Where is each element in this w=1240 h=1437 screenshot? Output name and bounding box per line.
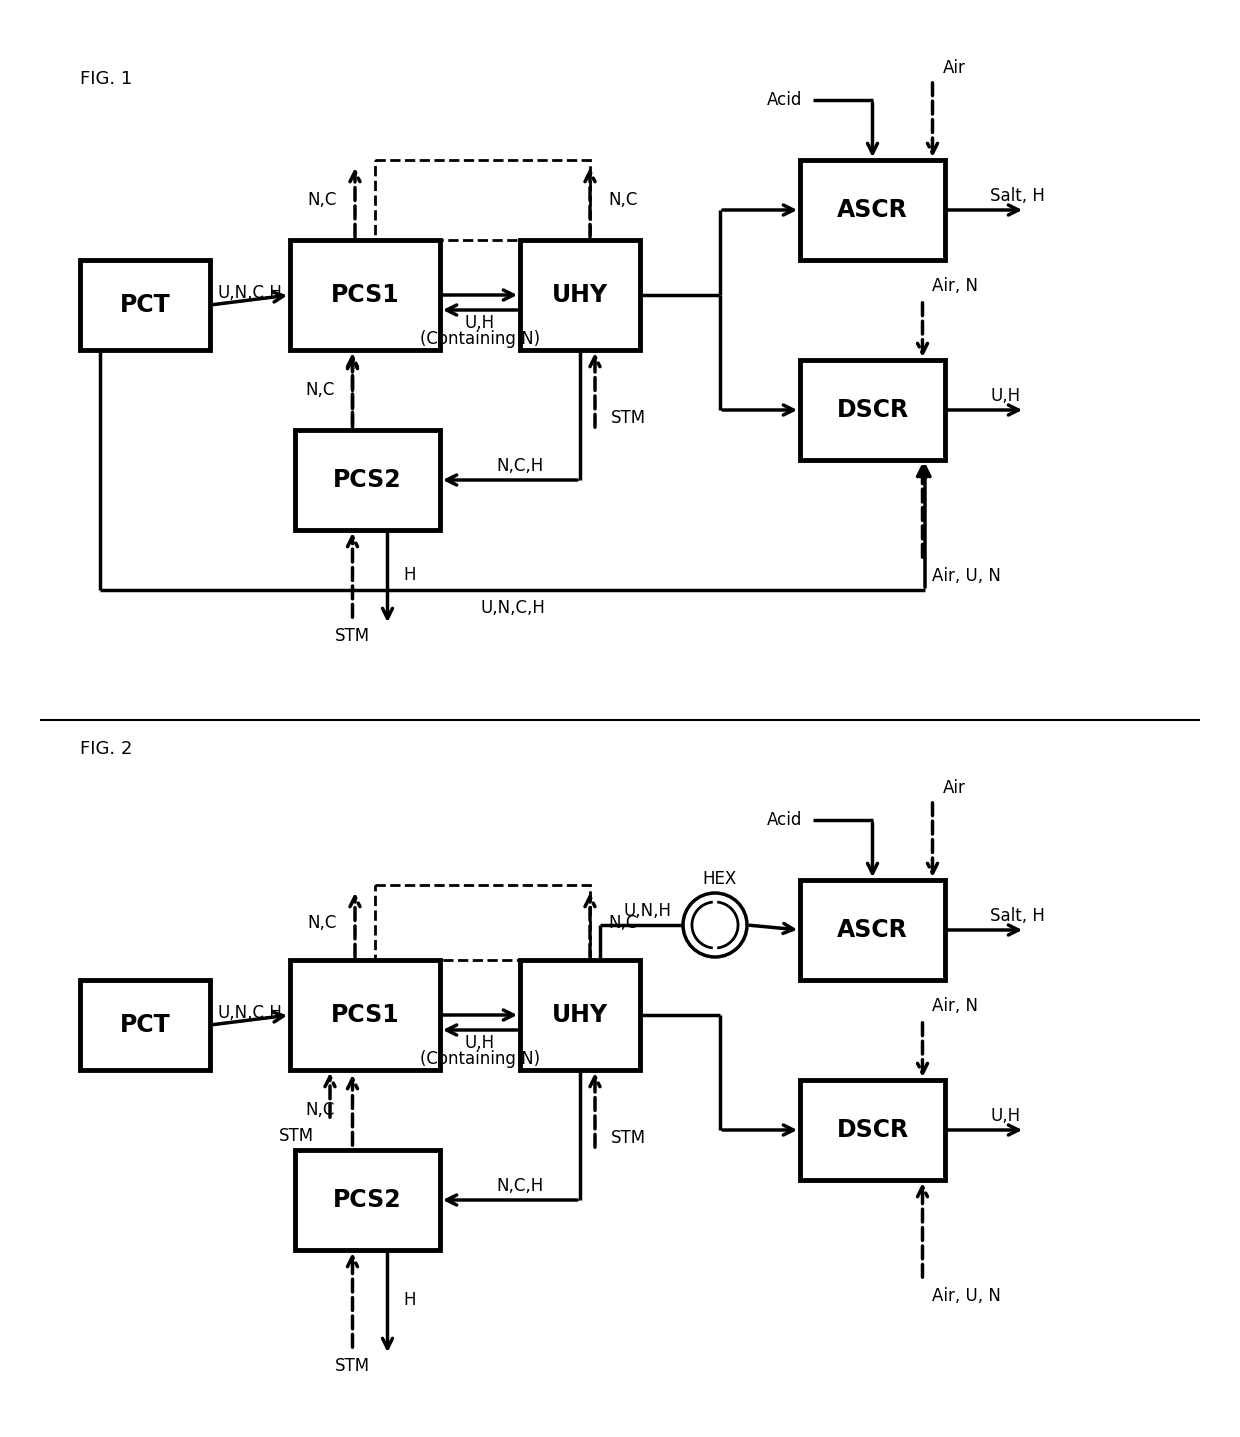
Text: PCS2: PCS2 — [334, 468, 402, 491]
Bar — [520, 960, 640, 1071]
Text: H: H — [403, 566, 415, 583]
Text: PCT: PCT — [119, 293, 170, 318]
Text: N,C,H: N,C,H — [496, 1177, 543, 1196]
Text: FIG. 2: FIG. 2 — [81, 740, 133, 757]
Text: PCS2: PCS2 — [334, 1188, 402, 1211]
Text: Salt, H: Salt, H — [990, 187, 1045, 205]
Text: Air: Air — [942, 59, 966, 78]
Text: ASCR: ASCR — [837, 918, 908, 943]
Text: DSCR: DSCR — [837, 1118, 909, 1142]
Text: N,C: N,C — [308, 914, 337, 931]
Text: Salt, H: Salt, H — [990, 907, 1045, 925]
Text: (Containing N): (Containing N) — [420, 331, 541, 348]
Text: PCS1: PCS1 — [331, 283, 399, 308]
Text: N,C: N,C — [608, 191, 637, 208]
Text: N,C,H: N,C,H — [496, 457, 543, 476]
Text: N,C: N,C — [608, 914, 637, 931]
Text: N,C: N,C — [308, 191, 337, 208]
Bar — [800, 160, 945, 260]
Bar — [295, 430, 440, 530]
Text: N,C: N,C — [305, 381, 335, 399]
Text: PCS1: PCS1 — [331, 1003, 399, 1027]
Text: U,N,C,H: U,N,C,H — [217, 285, 283, 302]
Bar — [81, 260, 210, 351]
Text: U,N,C,H: U,N,C,H — [480, 599, 544, 616]
Bar — [374, 160, 590, 240]
Bar — [290, 960, 440, 1071]
Text: Air: Air — [942, 779, 966, 798]
Bar — [295, 1150, 440, 1250]
Text: (Containing N): (Containing N) — [420, 1050, 541, 1068]
Text: U,H: U,H — [990, 387, 1021, 405]
Text: UHY: UHY — [552, 283, 608, 308]
Text: Air, N: Air, N — [932, 997, 978, 1015]
Text: U,N,C,H: U,N,C,H — [217, 1004, 283, 1022]
Text: Acid: Acid — [768, 91, 802, 109]
Text: STM: STM — [611, 1129, 646, 1147]
Text: STM: STM — [611, 410, 646, 427]
Bar — [800, 361, 945, 460]
Text: U,H: U,H — [465, 315, 495, 332]
Text: U,H: U,H — [465, 1035, 495, 1052]
Text: STM: STM — [279, 1127, 314, 1145]
Text: U,H: U,H — [990, 1106, 1021, 1125]
Text: N,C: N,C — [305, 1101, 335, 1119]
Text: ASCR: ASCR — [837, 198, 908, 221]
Text: STM: STM — [335, 1357, 370, 1375]
Text: Air, N: Air, N — [932, 277, 978, 295]
Bar — [800, 879, 945, 980]
Text: Air, U, N: Air, U, N — [932, 1288, 1002, 1305]
Text: DSCR: DSCR — [837, 398, 909, 422]
Bar — [290, 240, 440, 351]
Text: H: H — [403, 1290, 415, 1309]
Text: STM: STM — [335, 627, 370, 645]
Text: U,N,H: U,N,H — [624, 902, 672, 920]
Text: Air, U, N: Air, U, N — [932, 568, 1002, 585]
Bar — [374, 885, 590, 960]
Text: UHY: UHY — [552, 1003, 608, 1027]
Text: PCT: PCT — [119, 1013, 170, 1038]
Bar — [800, 1081, 945, 1180]
Text: Acid: Acid — [768, 810, 802, 829]
Text: HEX: HEX — [703, 869, 737, 888]
Bar — [81, 980, 210, 1071]
Bar — [520, 240, 640, 351]
Text: FIG. 1: FIG. 1 — [81, 70, 133, 88]
